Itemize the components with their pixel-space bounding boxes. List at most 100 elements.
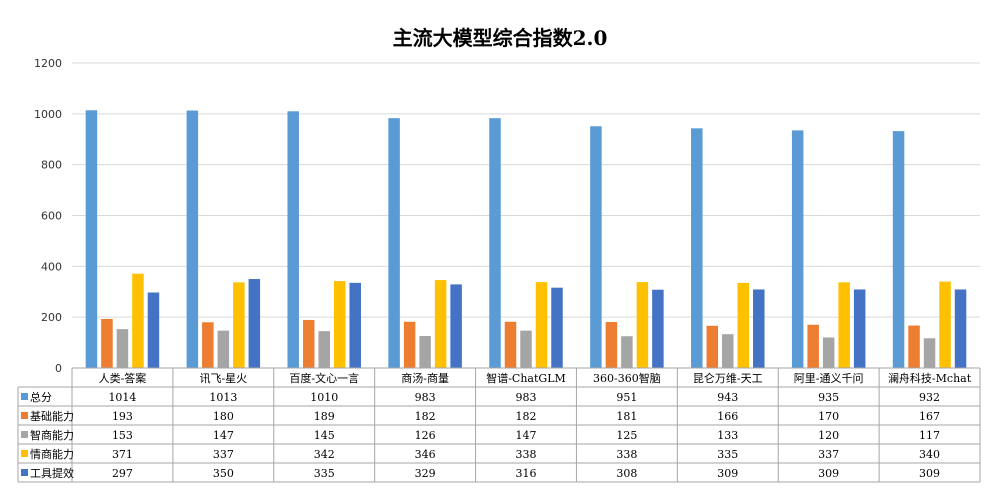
data-cell: 1013 [209, 391, 237, 404]
bar [636, 282, 649, 368]
data-cell: 329 [415, 467, 436, 480]
category-label: 昆仑万维-天工 [693, 371, 763, 385]
data-cell: 338 [616, 448, 637, 461]
data-cell: 335 [717, 448, 738, 461]
data-cell: 145 [314, 429, 335, 442]
series-label: 工具提效 [30, 466, 74, 480]
bar [621, 336, 633, 368]
bar [892, 131, 905, 368]
data-cell: 337 [818, 448, 839, 461]
bar [590, 126, 602, 368]
data-cell: 342 [314, 448, 335, 461]
data-cell: 182 [415, 410, 436, 423]
category-label: 商汤-商量 [401, 371, 449, 385]
bar [186, 110, 199, 368]
bar [652, 289, 664, 368]
data-cell: 951 [616, 391, 637, 404]
data-cell: 983 [415, 391, 436, 404]
y-tick-label: 800 [41, 159, 62, 172]
bar [217, 330, 230, 368]
y-tick-label: 1000 [34, 108, 62, 121]
data-cell: 350 [213, 467, 234, 480]
category-label: 360-360智脑 [593, 371, 661, 385]
chart-title: 主流大模型综合指数2.0 [392, 26, 608, 50]
data-cell: 182 [516, 410, 537, 423]
bar [248, 279, 261, 368]
data-cell: 153 [112, 429, 133, 442]
bar [923, 338, 936, 368]
bar [101, 318, 113, 368]
data-cell: 340 [919, 448, 940, 461]
bar [85, 110, 98, 369]
data-cell: 193 [112, 410, 133, 423]
bar [753, 289, 765, 368]
bar [318, 331, 330, 368]
bar [489, 118, 501, 368]
category-label: 澜舟科技-Mchat [888, 371, 972, 385]
data-cell: 125 [616, 429, 637, 442]
bar [132, 273, 144, 368]
bar [302, 319, 315, 368]
data-cell: 371 [112, 448, 133, 461]
bar [349, 282, 361, 368]
bar [434, 280, 447, 368]
y-tick-label: 600 [41, 210, 62, 223]
data-cell: 117 [919, 429, 940, 442]
data-cell: 935 [818, 391, 839, 404]
data-cell: 180 [213, 410, 234, 423]
bar [520, 330, 532, 368]
bar [388, 118, 400, 368]
category-label: 智谱-ChatGLM [486, 371, 566, 385]
bar [450, 284, 462, 368]
category-label: 百度-文心一言 [289, 371, 359, 385]
category-label: 阿里-通义千问 [794, 372, 864, 385]
y-tick-label: 0 [55, 362, 62, 375]
series-label: 情商能力 [30, 447, 74, 461]
bar [333, 281, 346, 368]
bar [147, 292, 160, 368]
data-cell: 126 [415, 429, 436, 442]
data-cell: 147 [213, 429, 234, 442]
series-label: 智商能力 [30, 428, 74, 442]
legend-key [21, 412, 28, 419]
data-cell: 309 [818, 467, 839, 480]
data-cell: 338 [516, 448, 537, 461]
data-cell: 308 [616, 467, 637, 480]
data-cell: 167 [919, 410, 940, 423]
bar [551, 287, 563, 368]
data-cell: 316 [516, 467, 537, 480]
bar [722, 334, 734, 368]
bar [939, 281, 951, 368]
bar [287, 111, 299, 369]
bar [706, 325, 719, 368]
data-cell: 297 [112, 467, 133, 480]
data-cell: 189 [314, 410, 335, 423]
data-cell: 309 [717, 467, 738, 480]
bar [535, 282, 548, 368]
bar [807, 324, 819, 368]
y-tick-label: 1200 [34, 57, 62, 70]
category-label: 人类-答案 [99, 371, 147, 385]
category-label: 讯飞-星火 [199, 372, 247, 385]
bar [822, 337, 835, 368]
legend-key [21, 469, 28, 476]
data-cell: 337 [213, 448, 234, 461]
bar [691, 128, 703, 368]
bar [116, 329, 129, 368]
data-cell: 943 [717, 391, 738, 404]
y-tick-label: 400 [41, 260, 62, 273]
data-cell: 181 [616, 410, 637, 423]
data-cell: 346 [415, 448, 436, 461]
data-cell: 309 [919, 467, 940, 480]
data-cell: 147 [516, 429, 537, 442]
bar [853, 289, 866, 368]
data-cell: 120 [818, 429, 839, 442]
data-cell: 133 [717, 429, 738, 442]
data-cell: 1010 [310, 391, 338, 404]
bar [419, 335, 431, 368]
bar [791, 130, 804, 368]
bar [403, 321, 416, 368]
legend-key [21, 393, 28, 400]
data-cell: 170 [818, 410, 839, 423]
